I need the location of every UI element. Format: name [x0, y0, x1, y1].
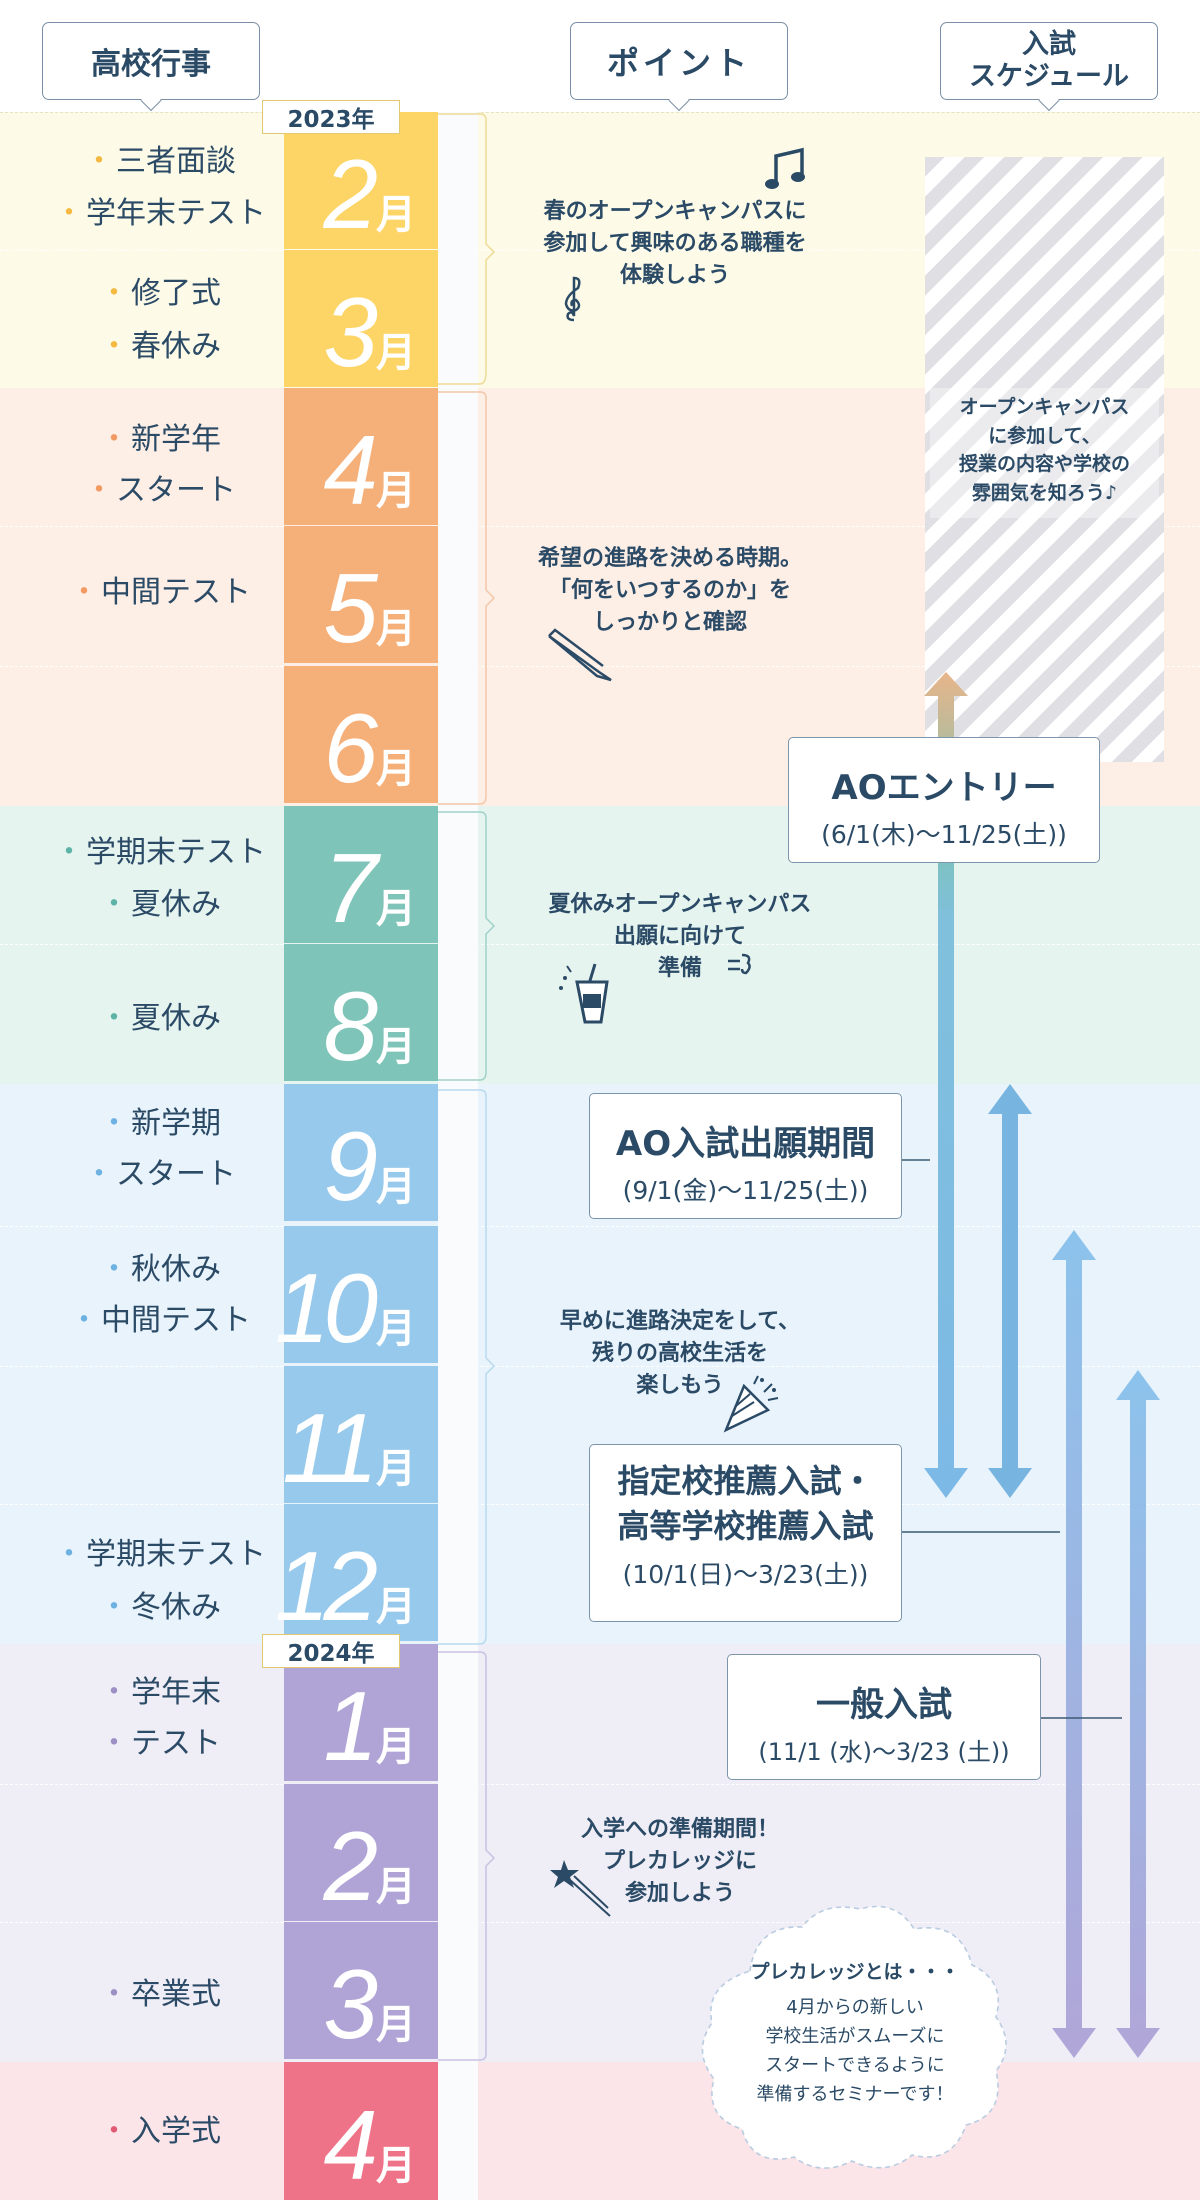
event-test: ・テスト [99, 1726, 221, 1761]
general-exam-title: 一般入試 [816, 1685, 952, 1725]
wind-icon [728, 953, 751, 975]
event-new-term: ・新学期 [99, 1106, 221, 1141]
point-spring-open-campus: 春のオープンキャンパスに 参加して興味のある職種を 体験しよう [543, 199, 807, 288]
event-autumn-break: ・秋休み [99, 1252, 221, 1287]
event-new-school-year: ・新学年 [99, 422, 221, 457]
precollege-title: プレカレッジとは・・・ [750, 1961, 960, 1983]
general-exam-box: 一般入試 (11/1 (水)〜3/23 (土)) [727, 1654, 1041, 1780]
point-enjoy-school-life: 早めに進路決定をして、 残りの高校生活を 楽しもう [559, 1309, 801, 1398]
general-exam-arrow [1116, 1370, 1160, 2058]
event-start: ・スタート [84, 473, 236, 508]
general-exam-dates: (11/1 (水)〜3/23 (土)) [758, 1738, 1010, 1766]
event-year-end: ・学年末 [99, 1675, 221, 1710]
event-midterm-test: ・中間テスト [69, 575, 251, 610]
ao-application-dates: (9/1(金)〜11/25(土)) [622, 1176, 869, 1205]
header-exam-schedule: 入試 スケジュール [940, 22, 1158, 112]
event-summer-break: ・夏休み [99, 887, 221, 922]
recommendation-exam-box: 指定校推薦入試・ 高等学校推薦入試 (10/1(日)〜3/23(土)) [589, 1444, 902, 1622]
event-winter-break: ・冬休み [99, 1590, 221, 1625]
open-campus-note: オープンキャンパス に参加して、 授業の内容や学校の 雰囲気を知ろう♪ [958, 396, 1130, 504]
shooting-star-icon [550, 1860, 611, 1917]
section-bg-april [0, 2062, 1200, 2200]
month-2023-12: 12 月 [275, 1504, 438, 1641]
ao-application-title: AO入試出願期間 [615, 1124, 876, 1164]
precollege-cloud [701, 1905, 1007, 2169]
month-2023-10: 10 月 [275, 1226, 438, 1363]
header-school-events: 高校行事 [42, 22, 260, 112]
month-2023-11: 11 月 [282, 1366, 438, 1503]
event-term-end-test: ・学期末テスト [54, 835, 266, 870]
event-spring-break: ・春休み [99, 329, 221, 364]
recommendation-exam-arrow [1052, 1230, 1096, 2058]
event-year-end-test: ・学年末テスト [54, 196, 266, 231]
ao-entry-arrow [924, 672, 968, 1498]
event-entrance-ceremony: ・入学式 [99, 2114, 221, 2149]
event-term-start: ・スタート [84, 1157, 236, 1192]
ao-entry-dates: (6/1(木)〜11/25(土)) [821, 820, 1067, 849]
ao-entry-title: AOエントリー [831, 768, 1057, 808]
point-summer-open-campus: 夏休みオープンキャンパス 出願に向けて 準備 [548, 892, 812, 981]
event-midterm-test-oct: ・中間テスト [69, 1303, 251, 1338]
event-completion-ceremony: ・修了式 [99, 276, 221, 311]
precollege-body: 4月からの新しい 学校生活がスムーズに スタートできるように 準備するセミナーで… [756, 1997, 954, 2106]
open-campus-note-bg [930, 388, 1159, 518]
month-column-strip [438, 112, 478, 2200]
ao-entry-box: AOエントリー (6/1(木)〜11/25(土)) [788, 737, 1100, 863]
ao-application-arrow [988, 1084, 1032, 1498]
drink-cup-icon [559, 963, 609, 1024]
event-term-end-test-dec: ・学期末テスト [54, 1537, 266, 1572]
point-decide-career: 希望の進路を決める時期。 「何をいつするのか」を しっかりと確認 [537, 546, 802, 635]
header-points: ポイント [570, 22, 788, 112]
recommendation-exam-dates: (10/1(日)〜3/23(土)) [622, 1559, 869, 1589]
party-popper-icon [723, 1375, 779, 1433]
year-label-2024: 2024年 [262, 1634, 400, 1668]
treble-clef-icon [564, 276, 581, 322]
pencil-icon [548, 628, 612, 682]
music-note-icon [765, 147, 805, 189]
recommendation-exam-title: 指定校推薦入試・ 高等学校推薦入試 [617, 1462, 874, 1545]
point-prepare-for-entrance: 入学への準備期間！ プレカレッジに 参加しよう [580, 1817, 779, 1906]
year-label-2023: 2023年 [262, 100, 400, 134]
open-campus-hatched-box [925, 157, 1164, 762]
brace-lines [438, 113, 496, 2061]
event-summer-break-aug: ・夏休み [99, 1001, 221, 1036]
ao-application-box: AO入試出願期間 (9/1(金)〜11/25(土)) [589, 1093, 902, 1219]
event-graduation: ・卒業式 [99, 1977, 221, 2012]
event-parent-teacher-meeting: ・三者面談 [84, 144, 236, 179]
